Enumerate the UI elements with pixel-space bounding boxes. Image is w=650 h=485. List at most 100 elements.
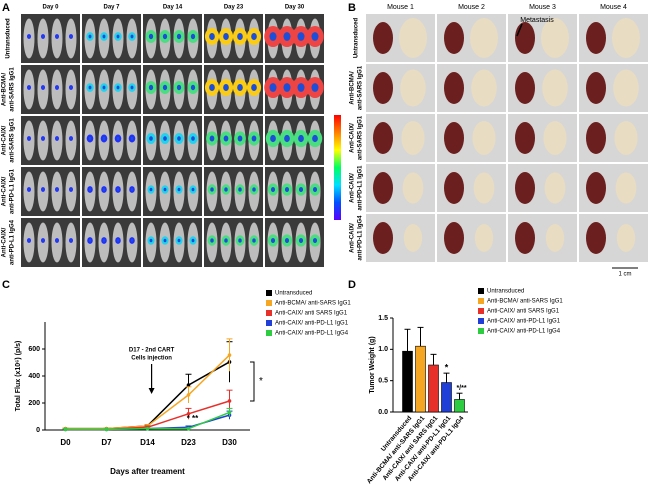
signal-core bbox=[269, 32, 277, 41]
signal-core bbox=[209, 135, 215, 142]
kidney bbox=[586, 22, 606, 54]
annotation: D17 - 2nd CART bbox=[129, 348, 175, 354]
signal-core bbox=[102, 136, 106, 141]
signal-core bbox=[102, 239, 106, 242]
signal-core bbox=[251, 32, 257, 41]
row-label: anti-SARS IgG1 bbox=[10, 67, 16, 112]
kidney bbox=[515, 172, 535, 204]
point bbox=[186, 426, 191, 431]
tumor bbox=[545, 224, 565, 252]
legend-label: Anti-CAIX/ anti-PD-L1 IgG4 bbox=[275, 331, 349, 337]
annotation: * bbox=[445, 363, 449, 373]
signal-core bbox=[298, 186, 304, 193]
signal-core bbox=[311, 83, 319, 92]
tumor bbox=[615, 172, 637, 204]
tumor bbox=[613, 69, 639, 107]
signal-core bbox=[311, 32, 319, 41]
signal-core bbox=[252, 238, 256, 243]
bar bbox=[441, 382, 452, 413]
y-axis-label: Total Flux (x10⁶) (p/s) bbox=[15, 341, 22, 412]
tumor bbox=[612, 18, 640, 58]
row-label: Anti-CAIX/ bbox=[350, 123, 356, 153]
signal-core bbox=[270, 134, 276, 143]
column-label: Day 7 bbox=[103, 5, 120, 11]
tumor bbox=[399, 18, 427, 58]
point bbox=[63, 427, 68, 432]
point bbox=[145, 426, 150, 431]
annotation: * ** bbox=[187, 414, 199, 423]
row-label: anti-PD-L1 IgG4 bbox=[358, 215, 364, 261]
signal-core bbox=[176, 84, 182, 91]
signal-core bbox=[312, 134, 318, 143]
tumor bbox=[542, 69, 568, 107]
signal-core bbox=[102, 34, 106, 39]
panel-label: B bbox=[348, 2, 356, 14]
tumor bbox=[471, 69, 497, 107]
signal-core bbox=[28, 188, 30, 191]
row-label: Anti-CAIX/ bbox=[2, 125, 8, 155]
kidney bbox=[586, 172, 606, 204]
signal-core bbox=[190, 33, 196, 40]
signal-core bbox=[312, 237, 318, 244]
signal-core bbox=[56, 137, 58, 140]
legend-swatch bbox=[478, 298, 484, 304]
x-axis-label: Days after treament bbox=[110, 467, 185, 476]
signal-core bbox=[269, 83, 277, 92]
legend-label: Anti-CAIX/ anti-PD-L1 IgG4 bbox=[487, 329, 561, 335]
tumor bbox=[474, 224, 494, 252]
legend-label: Anti-CAIX/ anti SARS IgG1 bbox=[275, 311, 348, 317]
signal-core bbox=[42, 35, 44, 38]
signal-core bbox=[251, 135, 257, 142]
signal-core bbox=[223, 83, 229, 92]
signal-core bbox=[238, 238, 242, 243]
kidney bbox=[444, 122, 464, 154]
kidney bbox=[444, 172, 464, 204]
point bbox=[227, 353, 232, 357]
signal-core bbox=[149, 187, 153, 192]
signal-core bbox=[284, 186, 290, 193]
signal-core bbox=[88, 239, 92, 242]
signal-core bbox=[297, 83, 305, 92]
signal-core bbox=[190, 84, 196, 91]
signal-core bbox=[270, 186, 276, 193]
legend-label: Anti-CAIX/ anti-PD-L1 IgG1 bbox=[275, 321, 349, 327]
signal-core bbox=[223, 32, 229, 41]
signal-core bbox=[70, 137, 72, 140]
point bbox=[227, 399, 232, 403]
point bbox=[104, 427, 109, 432]
legend-label: Anti-CAIX/ anti SARS IgG1 bbox=[487, 309, 560, 315]
tumor bbox=[470, 18, 498, 58]
row-label: Untransduced bbox=[354, 17, 360, 58]
tumor bbox=[401, 121, 425, 155]
signal-core bbox=[251, 83, 257, 92]
legend-swatch bbox=[266, 320, 272, 326]
signal-core bbox=[28, 239, 30, 242]
annotation: * bbox=[259, 376, 263, 387]
row-label: Anti-CAIX/ bbox=[2, 176, 8, 206]
signal-core bbox=[162, 84, 168, 91]
signal-core bbox=[116, 239, 120, 242]
panel-label: C bbox=[2, 279, 10, 291]
bar bbox=[402, 350, 413, 413]
signal-core bbox=[70, 239, 72, 242]
row-label: anti-PD-L1 IgG1 bbox=[358, 165, 364, 211]
row-label: anti-PD-L1 IgG1 bbox=[10, 168, 16, 214]
legend-swatch bbox=[266, 290, 272, 296]
signal-core bbox=[116, 34, 120, 39]
kidney bbox=[373, 172, 393, 204]
kidney bbox=[373, 72, 393, 104]
signal-core bbox=[149, 136, 153, 141]
signal-core bbox=[298, 134, 304, 143]
kidney bbox=[586, 72, 606, 104]
column-label: Mouse 1 bbox=[387, 4, 414, 11]
bar bbox=[454, 399, 465, 413]
signal-core bbox=[130, 34, 134, 39]
x-tick-label: D0 bbox=[60, 438, 71, 447]
tumor bbox=[402, 172, 424, 204]
signal-core bbox=[163, 136, 167, 141]
row-label: Untransduced bbox=[6, 18, 12, 59]
y-tick-label: 0.5 bbox=[378, 378, 388, 385]
signal-core bbox=[56, 86, 58, 89]
signal-core bbox=[284, 237, 290, 244]
